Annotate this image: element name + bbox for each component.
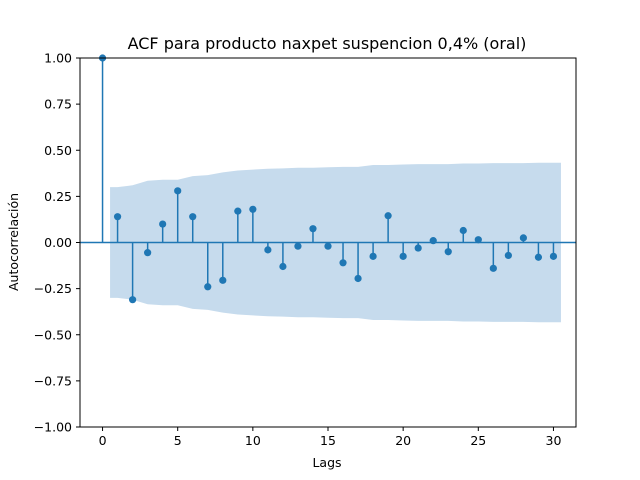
acf-point-lag-29 [534, 253, 543, 261]
y-tick-label: −0.25 [34, 281, 72, 296]
x-tick-label: 30 [546, 433, 562, 448]
y-tick-label: −0.75 [34, 373, 72, 388]
acf-point-lag-5 [174, 187, 182, 195]
acf-point-lag-11 [264, 246, 272, 254]
acf-point-lag-19 [384, 212, 392, 220]
x-tick-label: 25 [470, 433, 486, 448]
x-tick-label: 10 [245, 433, 261, 448]
acf-point-lag-23 [444, 248, 452, 256]
acf-point-lag-3 [144, 249, 152, 257]
acf-point-lag-12 [279, 262, 287, 271]
x-ticks: 0 5 10 15 20 25 30 [99, 427, 562, 448]
acf-point-lag-26 [489, 264, 497, 272]
y-tick-label: 0.00 [44, 235, 72, 250]
x-tick-label: 15 [320, 433, 336, 448]
y-tick-label: −1.00 [34, 420, 72, 435]
y-tick-label: 0.75 [44, 97, 72, 112]
acf-point-lag-17 [354, 274, 362, 283]
acf-point-lag-10 [249, 205, 257, 213]
acf-point-lag-27 [504, 251, 512, 260]
acf-point-lag-16 [339, 259, 347, 267]
acf-point-lag-13 [294, 242, 302, 250]
x-axis-label: Lags [312, 455, 341, 470]
x-tick-label: 5 [174, 433, 182, 448]
acf-point-lag-7 [204, 283, 212, 291]
acf-point-lag-2 [129, 296, 137, 304]
markers-layer [98, 54, 558, 304]
acf-point-lag-21 [414, 244, 422, 252]
y-axis-label: Autocorrelación [6, 193, 21, 291]
acf-point-lag-8 [219, 276, 227, 284]
acf-point-lag-28 [519, 234, 527, 242]
y-tick-label: 0.50 [44, 143, 72, 158]
acf-point-lag-1 [113, 213, 122, 221]
y-ticks: −1.00 −0.75 −0.50 −0.25 0.00 0.25 0.50 0.75 1.00 [34, 51, 80, 435]
y-tick-label: 1.00 [44, 51, 72, 66]
acf-point-lag-9 [234, 207, 242, 215]
acf-point-lag-4 [159, 220, 167, 228]
y-tick-label: −0.50 [34, 327, 72, 342]
acf-point-lag-14 [309, 225, 317, 233]
x-tick-label: 20 [395, 433, 411, 448]
y-tick-label: 0.25 [44, 189, 72, 204]
acf-point-lag-24 [459, 226, 467, 235]
acf-point-lag-30 [549, 252, 558, 260]
x-tick-label: 0 [99, 433, 107, 448]
acf-point-lag-6 [189, 213, 197, 221]
acf-point-lag-18 [369, 252, 377, 260]
acf-point-lag-15 [324, 242, 332, 250]
acf-point-lag-25 [474, 236, 482, 244]
acf-point-lag-22 [429, 237, 437, 245]
chart-title: ACF para producto naxpet suspencion 0,4%… [128, 34, 527, 53]
acf-point-lag-20 [399, 252, 407, 260]
